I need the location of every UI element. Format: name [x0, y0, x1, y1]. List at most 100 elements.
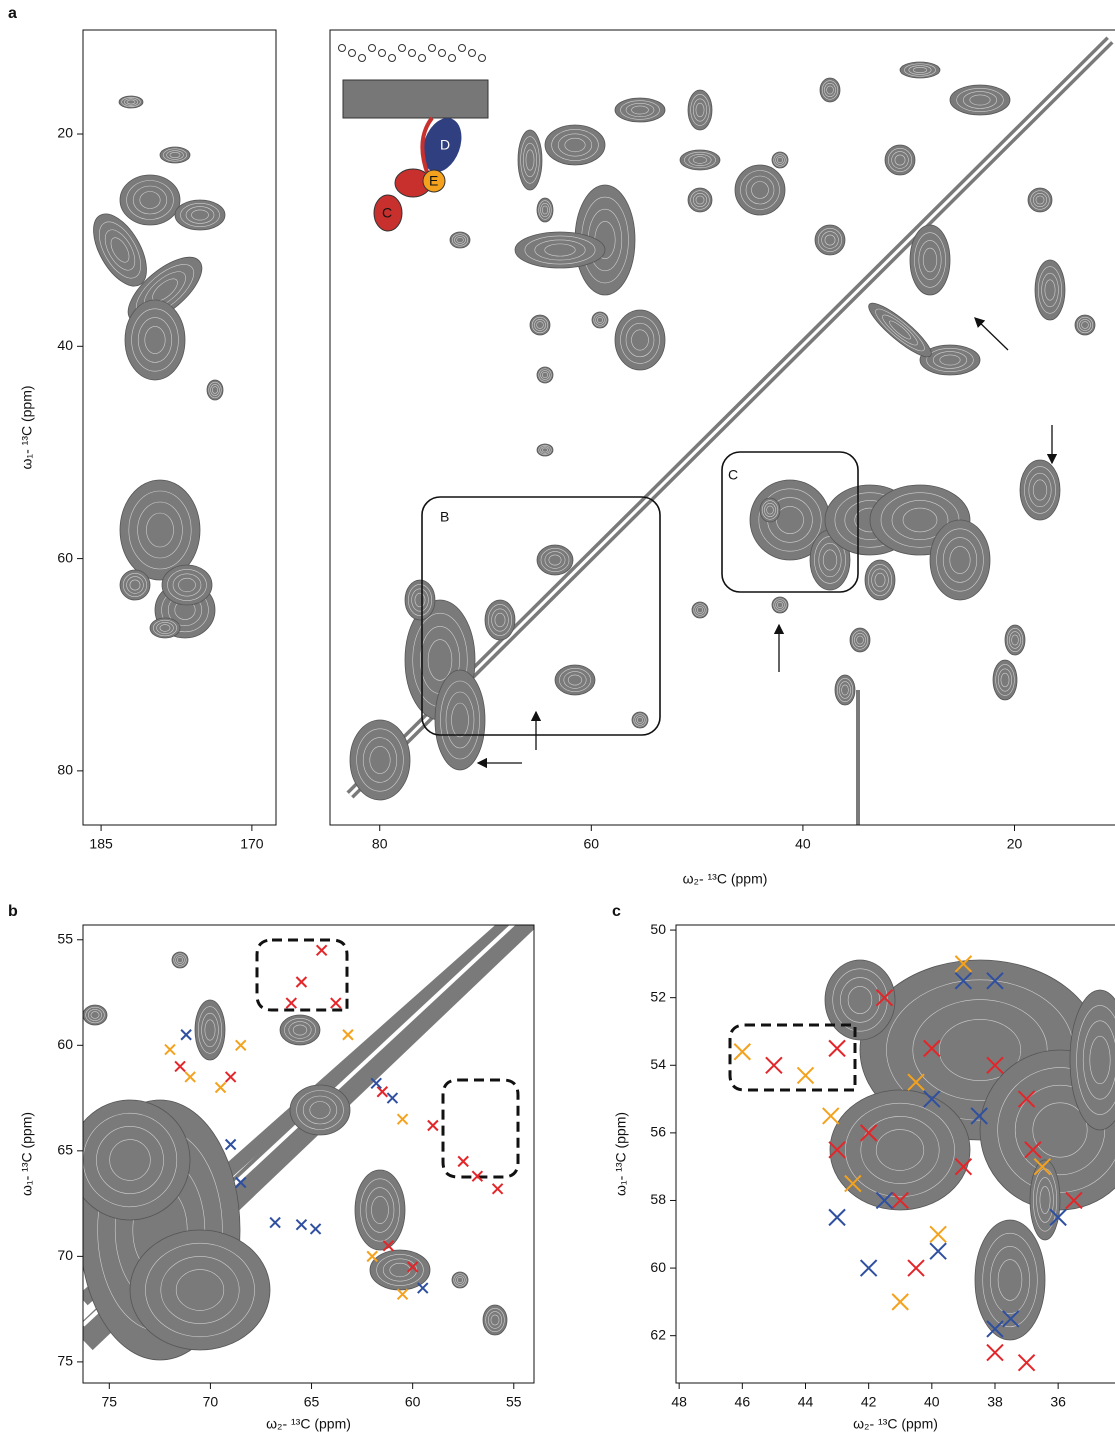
plot-area — [93, 95, 226, 639]
cross-marker — [954, 972, 973, 990]
cross-marker — [376, 1086, 389, 1098]
contour — [451, 702, 469, 738]
contour — [119, 479, 201, 581]
contour — [687, 89, 713, 131]
contour — [824, 959, 896, 1041]
cross-marker — [954, 1157, 973, 1176]
contour — [631, 329, 649, 351]
contour — [541, 447, 549, 453]
cross-marker — [285, 997, 298, 1009]
plot-area — [346, 36, 1114, 825]
y-tick-label: 40 — [57, 337, 73, 353]
contour — [289, 1084, 351, 1136]
contour — [1032, 1102, 1088, 1158]
contour — [775, 600, 785, 610]
contour — [875, 1129, 925, 1171]
contour — [180, 203, 220, 228]
contour — [874, 572, 886, 588]
contour — [851, 630, 869, 650]
contour — [540, 202, 550, 218]
contour — [544, 243, 576, 257]
contour — [969, 94, 991, 106]
contour — [128, 490, 192, 570]
contour — [118, 95, 144, 109]
contour — [766, 505, 774, 515]
region-box — [421, 496, 661, 736]
cross-marker — [859, 1124, 878, 1142]
x-tick-label: 46 — [735, 1394, 751, 1410]
contour — [369, 1249, 431, 1291]
contour — [548, 554, 562, 566]
cross-marker — [844, 1174, 862, 1193]
contour — [485, 1308, 505, 1333]
contour — [821, 80, 839, 100]
x-axis-label: ω₂- ¹³C (ppm) — [266, 1416, 351, 1432]
contour — [997, 1259, 1023, 1301]
contour — [839, 681, 851, 699]
contour — [284, 1017, 316, 1042]
cross-marker — [929, 1225, 947, 1243]
panel-label: b — [8, 903, 18, 920]
contour — [1038, 266, 1063, 314]
contour — [414, 592, 426, 608]
contour — [449, 231, 471, 249]
contour — [884, 144, 916, 176]
cross-marker — [1049, 1208, 1067, 1227]
lipid-head — [478, 54, 486, 62]
contour — [302, 1095, 338, 1125]
cross-marker — [309, 1223, 322, 1235]
contour — [840, 977, 880, 1023]
contour — [407, 584, 432, 616]
contour — [871, 568, 889, 592]
contour — [1041, 272, 1059, 308]
contour — [175, 955, 185, 965]
contour — [773, 598, 787, 612]
contour — [912, 66, 928, 74]
cross-marker — [923, 1090, 941, 1108]
linker — [420, 116, 434, 176]
contour — [371, 1196, 389, 1224]
contour — [761, 500, 779, 520]
panel-label: a — [8, 5, 17, 22]
lipid-head — [448, 54, 456, 62]
contour — [163, 148, 188, 162]
contour — [540, 370, 550, 380]
contour — [211, 386, 219, 394]
contour — [487, 604, 512, 636]
contour — [758, 488, 822, 552]
contour — [593, 313, 607, 327]
contour — [889, 320, 911, 340]
contour — [949, 546, 971, 574]
contour — [455, 1275, 465, 1285]
x-tick-label: 20 — [1007, 836, 1023, 852]
contour — [688, 154, 712, 166]
contour — [85, 1006, 105, 1024]
region-label: C — [728, 467, 738, 483]
contour — [559, 667, 591, 692]
contour — [529, 314, 551, 336]
contour — [771, 151, 789, 169]
contour — [1079, 319, 1091, 331]
domain-d — [422, 117, 462, 173]
contour — [194, 999, 226, 1061]
contour — [540, 547, 570, 572]
contour — [868, 302, 932, 358]
contour — [356, 728, 404, 792]
cross-marker — [828, 1208, 846, 1227]
contour — [908, 65, 932, 75]
cross-marker — [366, 1250, 378, 1263]
y-tick-label: 50 — [650, 921, 666, 937]
cross-marker — [970, 1107, 988, 1125]
x-tick-label: 60 — [584, 836, 600, 852]
contour — [1019, 459, 1061, 521]
contour — [939, 354, 961, 366]
cross-marker — [315, 944, 328, 957]
contour — [771, 596, 789, 614]
contour — [1009, 631, 1021, 649]
cartoon: D E C — [338, 44, 489, 232]
cross-marker — [491, 1183, 504, 1195]
contour — [296, 1090, 344, 1130]
contour — [776, 506, 804, 534]
contour — [524, 235, 596, 265]
contour — [178, 577, 196, 593]
